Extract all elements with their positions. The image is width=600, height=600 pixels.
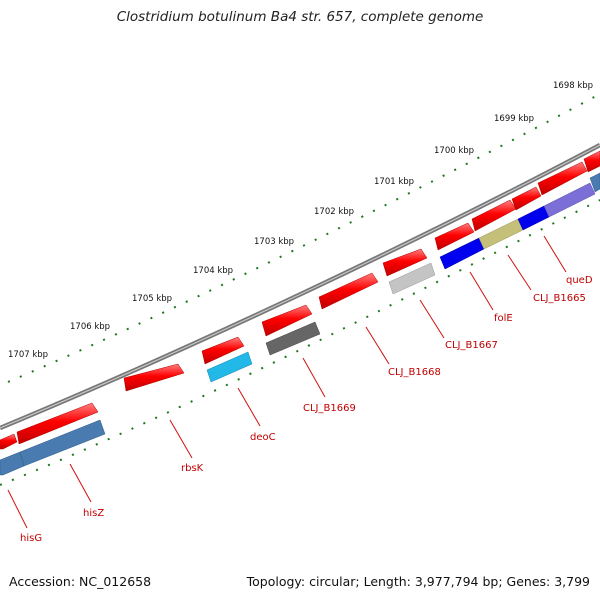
gene-label-queD: queD [566, 275, 593, 286]
gene-block-steelblue[interactable] [19, 419, 106, 467]
label-leader-lines [7, 235, 567, 529]
gene-arrow-forward[interactable] [583, 150, 600, 173]
leader-CLJ_B1668 [365, 326, 390, 365]
gene-block-blue[interactable] [517, 205, 550, 231]
leader-rbsK [169, 419, 193, 459]
kbp-label: 1700 kbp [434, 146, 474, 156]
gene-labels: queD CLJ_B1665 folE CLJ_B1667 CLJ_B1668 … [20, 275, 593, 544]
outer-ruler-ring [7, 94, 599, 383]
genome-title: Clostridium botulinum Ba4 str. 657, comp… [116, 9, 484, 25]
gene-label-CLJ_B1669: CLJ_B1669 [303, 403, 356, 414]
leader-folE [469, 271, 494, 311]
gene-label-CLJ_B1668: CLJ_B1668 [388, 367, 441, 378]
leader-hisZ [69, 463, 92, 503]
forward-strand-genes [0, 150, 600, 450]
gene-arrow-forward[interactable] [261, 304, 313, 337]
gene-label-CLJ_B1667: CLJ_B1667 [445, 340, 498, 351]
gene-arrow-forward[interactable] [318, 272, 379, 310]
gene-label-hisG: hisG [20, 533, 42, 544]
gene-block-darkgray[interactable] [265, 321, 321, 356]
gene-block-steelblue[interactable] [589, 172, 600, 193]
gene-block-cyan[interactable] [206, 351, 253, 383]
kbp-label: 1705 kbp [132, 294, 172, 304]
gene-label-CLJ_B1665: CLJ_B1665 [533, 293, 586, 304]
genome-summary-text: Topology: circular; Length: 3,977,794 bp… [246, 574, 590, 589]
kbp-label: 1702 kbp [314, 207, 354, 217]
gene-block-steelblue[interactable] [0, 451, 25, 476]
accession-text: Accession: NC_012658 [9, 574, 152, 589]
leader-deoC [237, 387, 261, 427]
kbp-label: 1703 kbp [254, 237, 294, 247]
gene-block-purple[interactable] [543, 182, 596, 218]
genome-backbone-highlight [0, 144, 600, 429]
leader-hisG [7, 489, 28, 529]
kbp-label: 1698 kbp [553, 81, 593, 91]
kbp-label: 1706 kbp [70, 322, 110, 332]
kbp-labels: 1698 kbp 1699 kbp 1700 kbp 1701 kbp 1702… [8, 81, 593, 360]
gene-label-rbsK: rbsK [181, 463, 204, 474]
gene-arrow-forward[interactable] [0, 433, 18, 450]
leader-CLJ_B1669 [302, 357, 326, 398]
kbp-label: 1707 kbp [8, 350, 48, 360]
gene-arrow-forward[interactable] [201, 336, 245, 365]
gene-arrow-forward[interactable] [16, 402, 99, 445]
gene-arrow-forward[interactable] [511, 186, 542, 211]
leader-queD [543, 235, 567, 273]
gene-label-folE: folE [494, 313, 513, 324]
gene-arrow-forward[interactable] [537, 161, 588, 196]
cog-colored-genes [0, 172, 600, 476]
leader-CLJ_B1667 [419, 299, 445, 339]
gene-label-deoC: deoC [250, 432, 276, 443]
kbp-label: 1699 kbp [494, 114, 534, 124]
gene-label-hisZ: hisZ [83, 508, 104, 519]
gene-arrow-forward[interactable] [434, 222, 475, 251]
kbp-label: 1701 kbp [374, 177, 414, 187]
genome-backbone [0, 143, 600, 431]
gene-block-lightgray[interactable] [388, 262, 436, 295]
leader-CLJ_B1665 [507, 254, 532, 291]
kbp-label: 1704 kbp [193, 266, 233, 276]
gene-arrow-forward[interactable] [382, 248, 428, 277]
gene-arrow-forward[interactable] [123, 363, 185, 392]
